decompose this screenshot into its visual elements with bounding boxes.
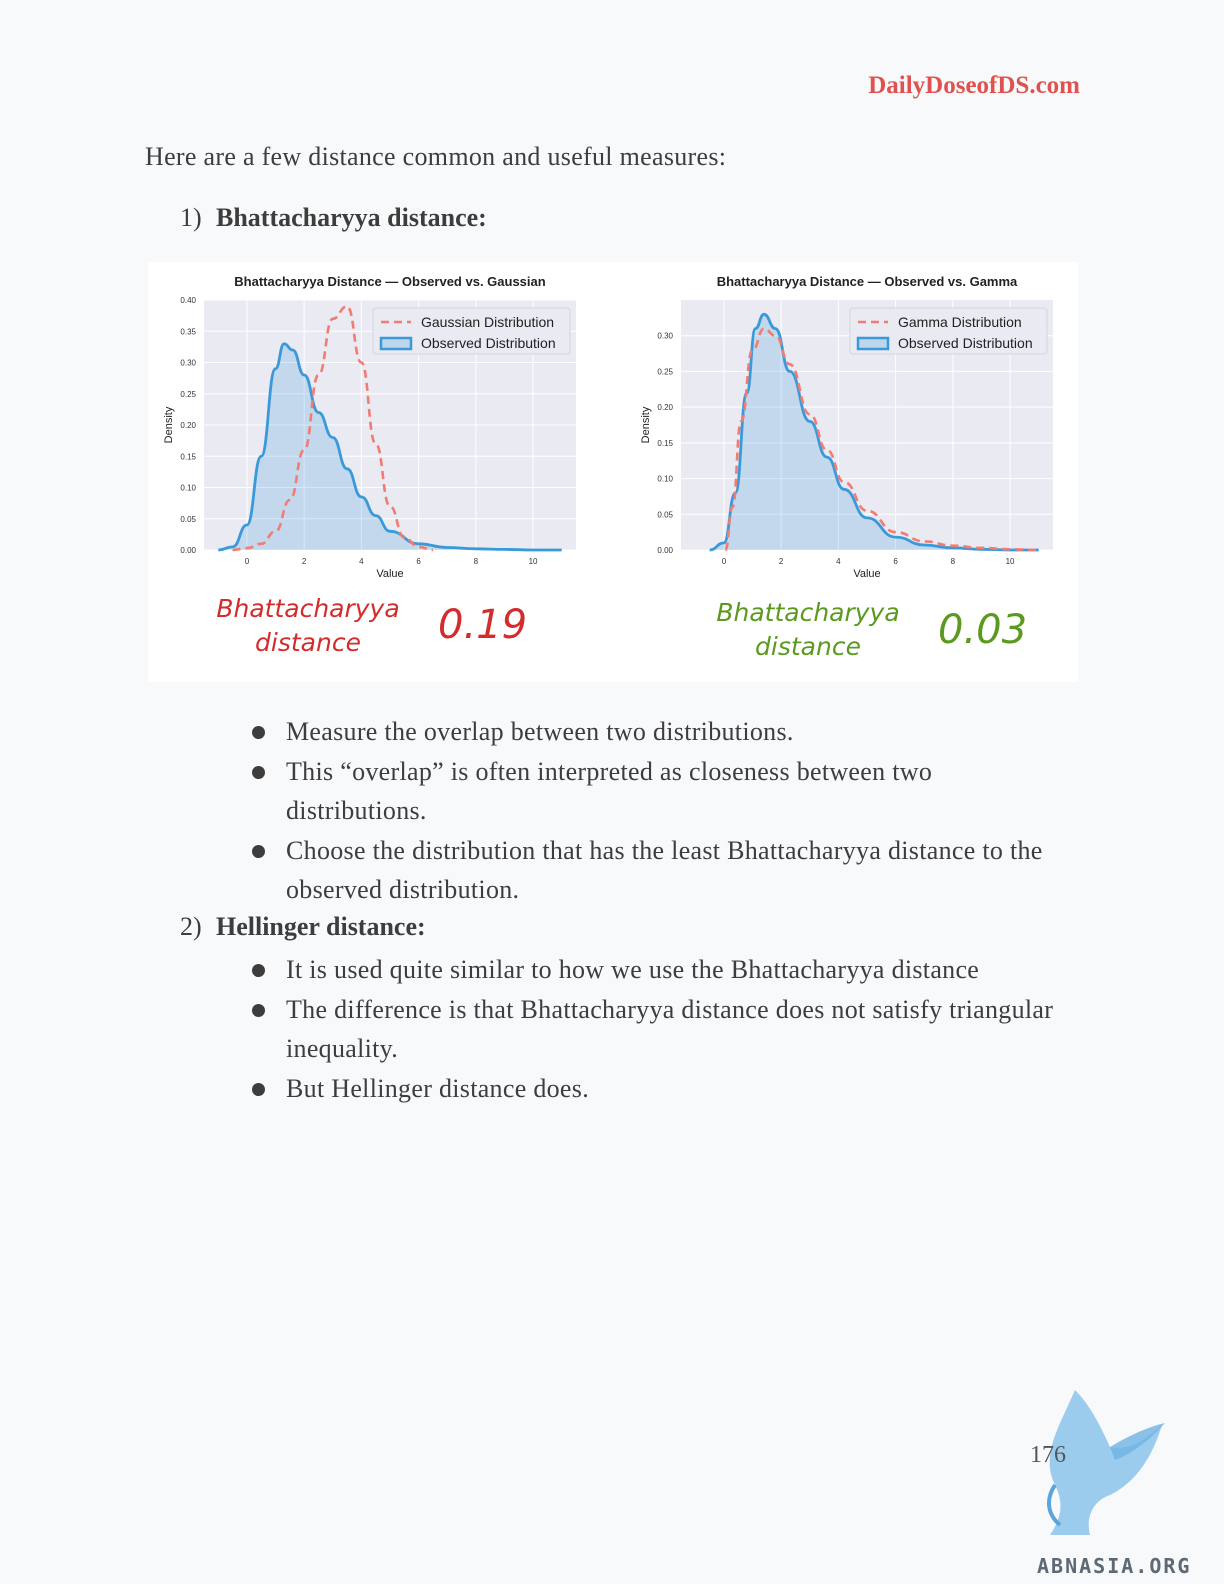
- list-item: The difference is that Bhattacharyya dis…: [250, 990, 1070, 1069]
- bullet-text: Choose the distribution that has the lea…: [286, 835, 1043, 905]
- y-tick-label: 0.05: [657, 510, 673, 519]
- x-tick-label: 6: [893, 557, 898, 566]
- y-tick-label: 0.15: [657, 439, 673, 448]
- list-item: Choose the distribution that has the lea…: [250, 831, 1070, 910]
- chart-gaussian: Bhattacharyya Distance — Observed vs. Ga…: [156, 262, 588, 587]
- legend-label: Observed Distribution: [421, 335, 556, 351]
- list-item: Measure the overlap between two distribu…: [250, 712, 1070, 752]
- bullet-icon: [252, 765, 265, 779]
- chart-gamma-svg: Bhattacharyya Distance — Observed vs. Ga…: [633, 262, 1065, 587]
- x-axis-label: Value: [853, 568, 880, 580]
- x-tick-label: 10: [1006, 557, 1015, 566]
- legend-swatch-filled: [379, 336, 413, 351]
- annotation-gamma-value: 0.03: [938, 607, 1028, 653]
- y-tick-label: 0.00: [180, 546, 196, 555]
- y-axis-label: Density: [640, 406, 652, 443]
- legend-swatch-filled: [856, 336, 890, 351]
- y-axis-label: Density: [163, 406, 175, 443]
- list-item: It is used quite similar to how we use t…: [250, 950, 1070, 990]
- y-tick-label: 0.15: [180, 452, 196, 461]
- chart-title: Bhattacharyya Distance — Observed vs. Ga…: [717, 274, 1018, 289]
- annotation-gaussian-label: Bhattacharyya distance: [216, 594, 400, 657]
- brand-header: DailyDoseofDS.com: [868, 72, 1080, 99]
- x-tick-label: 2: [302, 557, 307, 566]
- section-1-bullets: Measure the overlap between two distribu…: [250, 712, 1070, 910]
- x-tick-label: 10: [529, 557, 538, 566]
- legend-label: Gamma Distribution: [898, 314, 1022, 330]
- bullet-text: Measure the overlap between two distribu…: [286, 717, 794, 746]
- x-tick-label: 6: [416, 557, 421, 566]
- chart-gaussian-svg: Bhattacharyya Distance — Observed vs. Ga…: [156, 262, 588, 587]
- y-tick-label: 0.25: [657, 367, 673, 376]
- list-item: This “overlap” is often interpreted as c…: [250, 752, 1070, 831]
- x-tick-label: 2: [779, 557, 784, 566]
- x-tick-label: 4: [359, 557, 364, 566]
- y-tick-label: 0.10: [180, 484, 196, 493]
- y-tick-label: 0.20: [657, 403, 673, 412]
- section-2-title: Hellinger distance:: [216, 912, 426, 941]
- bullet-text: The difference is that Bhattacharyya dis…: [286, 994, 1054, 1064]
- bullet-icon: [252, 726, 265, 739]
- legend-label: Gaussian Distribution: [421, 314, 554, 330]
- series-fill-observed: [218, 343, 562, 550]
- y-tick-label: 0.20: [180, 421, 196, 430]
- y-tick-label: 0.30: [657, 332, 673, 341]
- x-tick-label: 4: [836, 557, 841, 566]
- bullet-icon: [252, 844, 265, 858]
- distance-comparison-figure: Bhattacharyya Distance — Observed vs. Ga…: [148, 262, 1078, 682]
- x-tick-label: 8: [474, 557, 479, 566]
- x-tick-label: 0: [245, 557, 250, 566]
- x-tick-label: 0: [722, 557, 727, 566]
- bullet-icon: [252, 1003, 265, 1017]
- y-tick-label: 0.25: [180, 390, 196, 399]
- y-tick-label: 0.10: [657, 475, 673, 484]
- bullet-icon: [252, 1082, 265, 1096]
- annotation-gaussian-value: 0.19: [438, 602, 528, 648]
- section-2-heading: 2) Hellinger distance:: [180, 912, 426, 942]
- bullet-text: But Hellinger distance does.: [286, 1073, 589, 1103]
- chart-title: Bhattacharyya Distance — Observed vs. Ga…: [234, 274, 545, 289]
- bullet-icon: [252, 964, 265, 977]
- y-tick-label: 0.05: [180, 515, 196, 524]
- bullet-text: It is used quite similar to how we use t…: [286, 955, 980, 984]
- section-2-bullets: It is used quite similar to how we use t…: [250, 950, 1070, 1108]
- annotation-gamma-label: Bhattacharyya distance: [716, 598, 900, 661]
- series-line-reference: [724, 327, 1039, 552]
- intro-text: Here are a few distance common and usefu…: [145, 142, 727, 171]
- list-item: But Hellinger distance does.: [250, 1069, 1070, 1109]
- watermark-text: ABNASIA.ORG: [1037, 1554, 1192, 1578]
- watermark-griffin-icon: [1047, 1390, 1165, 1535]
- section-2-number: 2): [180, 912, 202, 941]
- page-number: 176: [1030, 1442, 1066, 1468]
- legend-box: [849, 307, 1048, 355]
- x-tick-label: 8: [951, 557, 956, 566]
- bullet-text: This “overlap” is often interpreted as c…: [286, 756, 933, 826]
- series-line-observed: [218, 342, 562, 552]
- legend-box: [372, 307, 571, 355]
- section-1-title: Bhattacharyya distance:: [216, 203, 487, 232]
- y-tick-label: 0.30: [180, 359, 196, 368]
- x-axis-label: Value: [376, 568, 403, 580]
- legend-label: Observed Distribution: [898, 335, 1033, 351]
- section-1-number: 1): [180, 203, 202, 232]
- chart-gamma: Bhattacharyya Distance — Observed vs. Ga…: [633, 262, 1065, 587]
- y-tick-label: 0.00: [657, 546, 673, 555]
- y-tick-label: 0.40: [180, 296, 196, 305]
- series-line-reference: [232, 304, 433, 552]
- y-tick-label: 0.35: [180, 327, 196, 336]
- section-1-heading: 1) Bhattacharyya distance:: [180, 203, 487, 233]
